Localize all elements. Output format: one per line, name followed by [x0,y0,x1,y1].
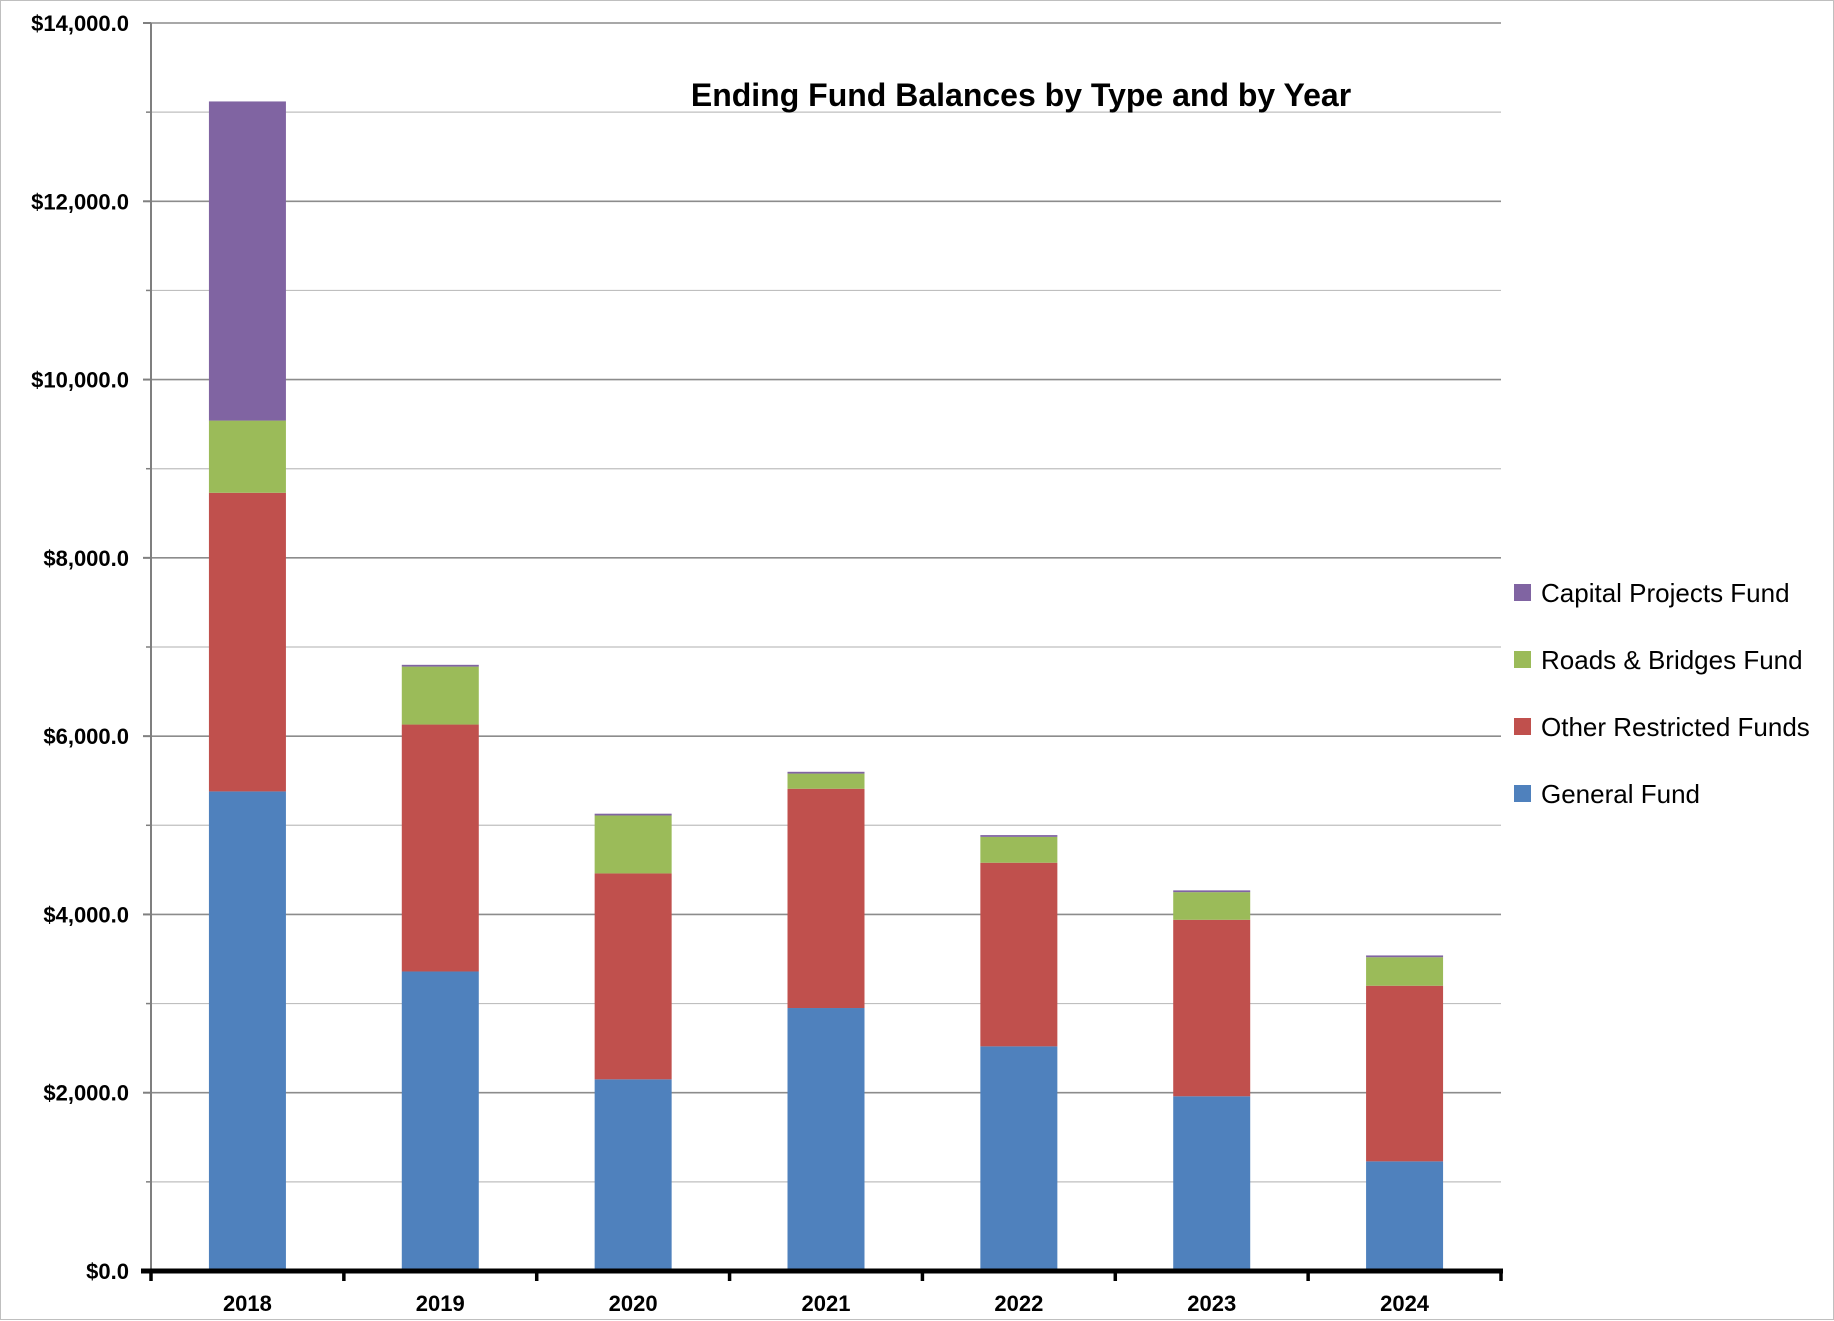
x-tick-label: 2024 [1380,1291,1430,1316]
bar-segment-roads-bridges-fund-2024 [1366,957,1444,986]
y-tick-label: $12,000.0 [31,189,129,214]
bar-segment-capital-projects-fund-2020 [594,813,672,816]
x-axis-tick-labels: 2018 2019 2020 2021 2022 2023 2024 [223,1291,1430,1316]
bar-segment-roads-bridges-fund-2023 [1173,892,1251,920]
legend-swatch [1514,785,1531,802]
bar-segment-general-fund-2018 [208,791,286,1271]
x-tick-label: 2023 [1187,1291,1236,1316]
bar-segment-other-restricted-funds-2018 [208,492,286,792]
bar-segment-other-restricted-funds-2021 [787,788,865,1009]
legend-item-other-restricted-funds: Other Restricted Funds [1514,712,1810,742]
bar-segment-roads-bridges-fund-2022 [980,836,1058,863]
y-tick-label: $8,000.0 [43,546,129,571]
bar-segment-capital-projects-fund-2018 [208,101,286,421]
y-tick-label: $14,000.0 [31,11,129,36]
legend-label: Roads & Bridges Fund [1541,645,1803,675]
legend-item-roads-bridges-fund: Roads & Bridges Fund [1514,645,1803,675]
y-tick-label: $0.0 [86,1259,129,1284]
chart-title: Ending Fund Balances by Type and by Year [691,77,1351,113]
bar-segment-roads-bridges-fund-2021 [787,773,865,789]
y-tick-label: $4,000.0 [43,902,129,927]
legend-label: General Fund [1541,779,1700,809]
bar-segment-general-fund-2022 [980,1046,1058,1271]
axes [141,22,1503,1281]
legend-swatch [1514,718,1531,735]
bar-segment-other-restricted-funds-2019 [401,724,479,972]
y-axis-tick-labels: $0.0 $2,000.0 $4,000.0 $6,000.0 $8,000.0 $10,… [31,11,129,1284]
bar-segment-other-restricted-funds-2024 [1366,985,1444,1162]
bar-segment-other-restricted-funds-2022 [980,862,1058,1047]
y-tick-label: $10,000.0 [31,368,129,393]
y-tick-label: $6,000.0 [43,724,129,749]
bar-segment-general-fund-2023 [1173,1096,1251,1271]
legend-swatch [1514,584,1531,601]
bar-segment-general-fund-2024 [1366,1161,1444,1271]
legend: Capital Projects Fund Roads & Bridges Fun… [1514,578,1810,809]
legend-label: Capital Projects Fund [1541,578,1790,608]
bar-segment-general-fund-2019 [401,971,479,1271]
bar-segment-roads-bridges-fund-2019 [401,666,479,725]
bar-segment-capital-projects-fund-2024 [1366,955,1444,958]
bar-segment-capital-projects-fund-2023 [1173,890,1251,893]
x-tick-label: 2021 [802,1291,851,1316]
legend-label: Other Restricted Funds [1541,712,1810,742]
bar-segment-other-restricted-funds-2023 [1173,919,1251,1097]
bar-segment-capital-projects-fund-2019 [401,664,479,667]
bar-segment-roads-bridges-fund-2020 [594,815,672,874]
x-tick-label: 2019 [416,1291,465,1316]
bar-segment-roads-bridges-fund-2018 [208,420,286,493]
x-tick-label: 2018 [223,1291,272,1316]
legend-item-capital-projects-fund: Capital Projects Fund [1514,578,1790,608]
bar-segment-capital-projects-fund-2022 [980,835,1058,837]
bars [208,101,1444,1271]
x-tick-label: 2020 [609,1291,658,1316]
x-tick-label: 2022 [994,1291,1043,1316]
legend-item-general-fund: General Fund [1514,779,1700,809]
bar-segment-general-fund-2020 [594,1079,672,1271]
bar-segment-capital-projects-fund-2021 [787,771,865,774]
legend-swatch [1514,651,1531,668]
bar-segment-other-restricted-funds-2020 [594,873,672,1080]
bar-segment-general-fund-2021 [787,1008,865,1271]
y-tick-label: $2,000.0 [43,1081,129,1106]
